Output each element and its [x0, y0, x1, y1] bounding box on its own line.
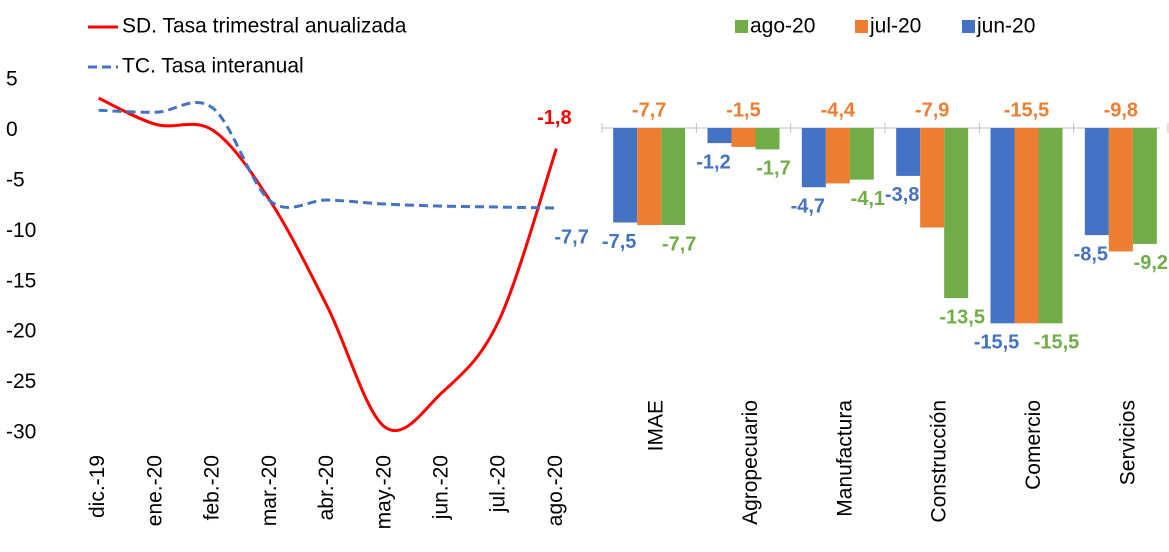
y-tick-label: -5 [6, 168, 25, 191]
bar [825, 128, 850, 184]
bar [990, 128, 1015, 324]
data-label: -7,7 [662, 233, 696, 255]
x-tick-label: Comercio [1022, 400, 1045, 490]
line-series [98, 101, 557, 210]
data-label: -15,5 [974, 332, 1020, 354]
legend-swatch [735, 20, 748, 33]
legend-label: TC. Tasa interanual [122, 55, 304, 78]
data-label: -15,5 [1004, 99, 1050, 121]
bar [755, 128, 780, 150]
data-label: -4,4 [821, 99, 856, 121]
data-label: -1,7 [756, 158, 790, 180]
data-label: -3,8 [885, 184, 919, 206]
data-label: -9,8 [1104, 99, 1138, 121]
x-tick-label: IMAE [645, 400, 668, 451]
data-label: -8,5 [1074, 243, 1108, 265]
bar [1108, 128, 1133, 252]
bar [896, 128, 921, 176]
legend-swatch [962, 20, 975, 33]
x-tick-label: Agropecuario [739, 400, 762, 525]
legend-swatch [855, 20, 868, 33]
legend-label: jul-20 [869, 15, 921, 38]
bar [1084, 128, 1109, 236]
x-tick-label: abr.-20 [315, 455, 338, 520]
x-tick-label: Manufactura [833, 400, 856, 517]
data-label: -4,1 [851, 188, 885, 210]
x-tick-label: Servicios [1116, 400, 1139, 485]
x-tick-label: ago.-20 [544, 455, 567, 526]
bar [1014, 128, 1039, 324]
data-label: -7,7 [554, 226, 588, 248]
bar [707, 128, 732, 144]
data-label: -1,5 [726, 99, 760, 121]
bar [661, 128, 686, 226]
y-tick-label: -15 [6, 269, 36, 292]
data-label: -7,5 [602, 231, 636, 253]
y-tick-label: -10 [6, 219, 36, 242]
bar [637, 128, 662, 226]
x-tick-label: feb.-20 [201, 455, 224, 520]
bar [731, 128, 756, 147]
bar [613, 128, 638, 223]
legend-label: jun-20 [976, 15, 1035, 38]
line-series [97, 96, 558, 433]
data-label: -1,8 [537, 107, 571, 129]
y-tick-label: -30 [6, 421, 36, 444]
data-label: -9,2 [1134, 252, 1168, 274]
x-tick-label: may.-20 [372, 455, 395, 529]
x-tick-label: Construcción [928, 400, 951, 523]
y-tick-label: -25 [6, 370, 36, 393]
bar [849, 128, 874, 180]
bar [920, 128, 945, 228]
x-tick-label: jun.-20 [429, 455, 452, 520]
data-label: -13,5 [939, 306, 985, 328]
legend-label: SD. Tasa trimestral anualizada [122, 15, 407, 38]
bar [1038, 128, 1063, 324]
x-tick-label: ene.-20 [143, 455, 166, 526]
data-label: -15,5 [1034, 332, 1080, 354]
bar [944, 128, 969, 299]
x-tick-label: dic.-19 [86, 455, 109, 518]
legend-label: ago-20 [750, 15, 815, 38]
y-tick-label: -20 [6, 320, 36, 343]
y-tick-label: 0 [6, 118, 18, 141]
data-label: -7,9 [915, 99, 949, 121]
y-tick-label: 5 [6, 68, 18, 91]
data-label: -1,2 [696, 151, 730, 173]
x-tick-label: mar.-20 [258, 455, 281, 526]
bar [1132, 128, 1157, 244]
data-label: -7,7 [632, 99, 666, 121]
bar [801, 128, 826, 188]
x-tick-label: jul.-20 [487, 455, 510, 513]
data-label: -4,7 [791, 196, 825, 218]
